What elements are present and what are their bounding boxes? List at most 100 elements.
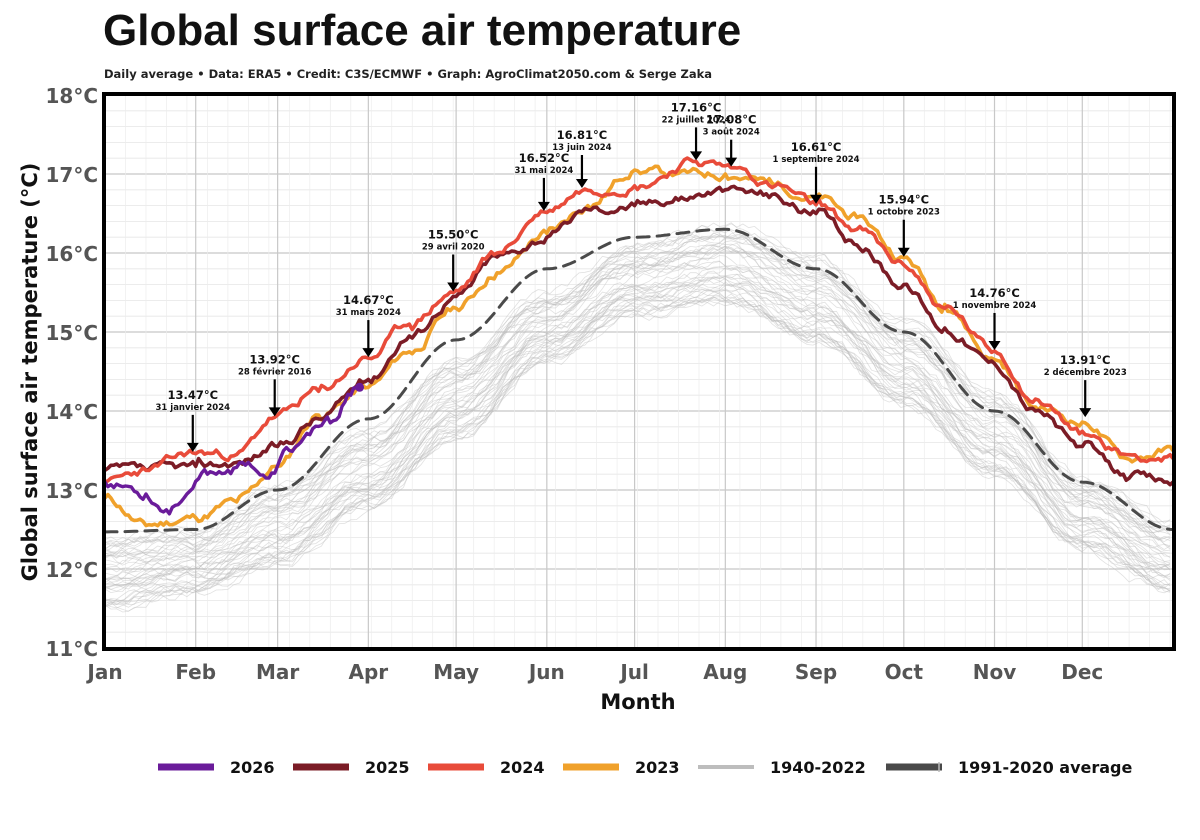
legend-label: 2026 xyxy=(230,758,275,777)
annotation-date: 13 juin 2024 xyxy=(552,143,611,153)
legend-item-2026: 2026 xyxy=(158,758,275,777)
series-line-1940-2022 xyxy=(105,229,1171,553)
legend-label: 2024 xyxy=(500,758,545,777)
legend-item-1940-2022: 1940-2022 xyxy=(698,758,866,777)
series-line-1940-2022 xyxy=(105,242,1171,557)
legend-item-1991-2020-average: 1991-2020 average xyxy=(886,758,1132,777)
annotation-arrow-head xyxy=(690,151,703,161)
series-line-1940-2022 xyxy=(105,246,1171,566)
x-axis-ticks: Jan Feb Mar Apr May Jun Jul Aug Sep Oct Nov Dec xyxy=(85,660,1103,684)
series-line-1940-2022 xyxy=(105,235,1171,549)
series-line-1940-2022 xyxy=(105,281,1171,590)
series-line-2024 xyxy=(105,156,1173,484)
x-tick-label: Jul xyxy=(618,660,649,684)
annotation-arrow-head xyxy=(447,282,460,292)
chart-title: Global surface air temperature xyxy=(103,6,742,55)
annotation-arrow-head xyxy=(268,407,281,417)
series-line-1940-2022 xyxy=(105,273,1171,581)
annotation-value: 14.67°C xyxy=(343,293,394,307)
annotation-value: 13.91°C xyxy=(1060,353,1111,367)
x-tick-label: Oct xyxy=(885,660,924,684)
annotation-date: 3 août 2024 xyxy=(703,128,760,138)
annotation-date: 31 janvier 2024 xyxy=(156,403,231,413)
series-line-1940-2022 xyxy=(105,299,1171,613)
annotation-date: 22 juillet 2024 xyxy=(662,115,731,125)
annotation-date: 1 octobre 2023 xyxy=(868,208,940,218)
annotation-arrow-head xyxy=(186,442,199,452)
y-tick-label: 16°C xyxy=(45,242,98,266)
y-tick-label: 18°C xyxy=(45,84,98,108)
annotation-arrow-head xyxy=(988,340,1001,350)
y-tick-label: 15°C xyxy=(45,321,98,345)
x-tick-label: Sep xyxy=(795,660,837,684)
annotation-date: 1 novembre 2024 xyxy=(953,301,1037,311)
legend-label: 1940-2022 xyxy=(770,758,866,777)
series-line-1940-2022 xyxy=(105,234,1171,555)
series-lines xyxy=(105,156,1173,534)
x-tick-label: Mar xyxy=(256,660,299,684)
annotation-date: 2 décembre 2023 xyxy=(1044,367,1127,378)
x-tick-label: Feb xyxy=(175,660,216,684)
series-line-1940-2022 xyxy=(105,277,1171,588)
annotation-value: 16.52°C xyxy=(519,151,570,165)
annotation-value: 14.76°C xyxy=(969,286,1020,300)
series-line-1940-2022 xyxy=(105,250,1171,573)
annotation-arrow-head xyxy=(1079,408,1092,418)
series-line-1940-2022 xyxy=(105,246,1171,573)
series-line-1940-2022 xyxy=(105,289,1171,606)
y-tick-label: 14°C xyxy=(45,400,98,424)
series-line-1940-2022 xyxy=(105,228,1171,544)
series-line-1940-2022 xyxy=(105,243,1171,557)
legend: 2026 2025 2024 2023 1940-2022 1991-2020 avera… xyxy=(158,758,1132,777)
series-line-1991-2020-average xyxy=(105,227,1173,534)
series-line-2026 xyxy=(105,385,362,516)
annotation-arrow-head xyxy=(725,157,738,167)
series-line-1940-2022 xyxy=(105,296,1171,608)
annotation-value: 15.94°C xyxy=(879,193,930,207)
annotation-arrow-head xyxy=(810,194,823,204)
series-line-2025 xyxy=(105,184,1173,487)
series-line-1940-2022 xyxy=(105,292,1171,602)
series-line-1940-2022 xyxy=(105,294,1171,608)
series-line-1940-2022 xyxy=(105,255,1171,567)
series-line-1940-2022 xyxy=(105,265,1171,584)
y-tick-label: 17°C xyxy=(45,163,98,187)
x-tick-label: May xyxy=(433,660,479,684)
annotation-date: 31 mars 2024 xyxy=(336,308,401,318)
legend-label: 2023 xyxy=(635,758,680,777)
annotation-arrow-head xyxy=(362,348,375,358)
series-line-1940-2022 xyxy=(105,232,1171,550)
series-line-1940-2022 xyxy=(105,285,1171,590)
y-axis-ticks: 11°C 12°C 13°C 14°C 15°C 16°C 17°C 18°C xyxy=(45,84,98,661)
annotation-value: 13.47°C xyxy=(167,388,218,402)
series-line-1940-2022 xyxy=(105,283,1171,592)
legend-item-2023: 2023 xyxy=(563,758,680,777)
annotation-date: 31 mai 2024 xyxy=(514,166,573,176)
series-line-1940-2022 xyxy=(105,298,1171,609)
x-axis-label: Month xyxy=(600,690,675,714)
x-tick-label: Nov xyxy=(973,660,1017,684)
series-line-1940-2022 xyxy=(105,245,1171,565)
series-line-1940-2022 xyxy=(105,296,1171,612)
annotation-value: 17.16°C xyxy=(671,100,722,114)
legend-label: 2025 xyxy=(365,758,410,777)
y-axis-label: Global surface air temperature (°C) xyxy=(18,163,42,582)
series-line-1940-2022 xyxy=(105,275,1171,587)
x-tick-label: Jan xyxy=(85,660,122,684)
series-line-1940-2022 xyxy=(105,231,1171,551)
annotation-value: 17.08°C xyxy=(706,113,757,127)
annotation-arrow-head xyxy=(575,179,588,189)
series-line-1940-2022 xyxy=(105,288,1171,605)
x-tick-label: Dec xyxy=(1061,660,1103,684)
annotation-arrow-head xyxy=(537,201,550,211)
annotation-value: 15.50°C xyxy=(428,228,479,242)
series-line-1940-2022 xyxy=(105,240,1171,556)
annotation-value: 16.61°C xyxy=(791,140,842,154)
annotation-date: 1 septembre 2024 xyxy=(772,155,859,165)
series-line-1940-2022 xyxy=(105,260,1171,577)
series-line-1940-2022 xyxy=(105,296,1171,605)
annotation-value: 13.92°C xyxy=(249,352,300,366)
chart-subtitle: Daily average • Data: ERA5 • Credit: C3S… xyxy=(104,67,713,81)
series-line-1940-2022 xyxy=(105,289,1171,605)
